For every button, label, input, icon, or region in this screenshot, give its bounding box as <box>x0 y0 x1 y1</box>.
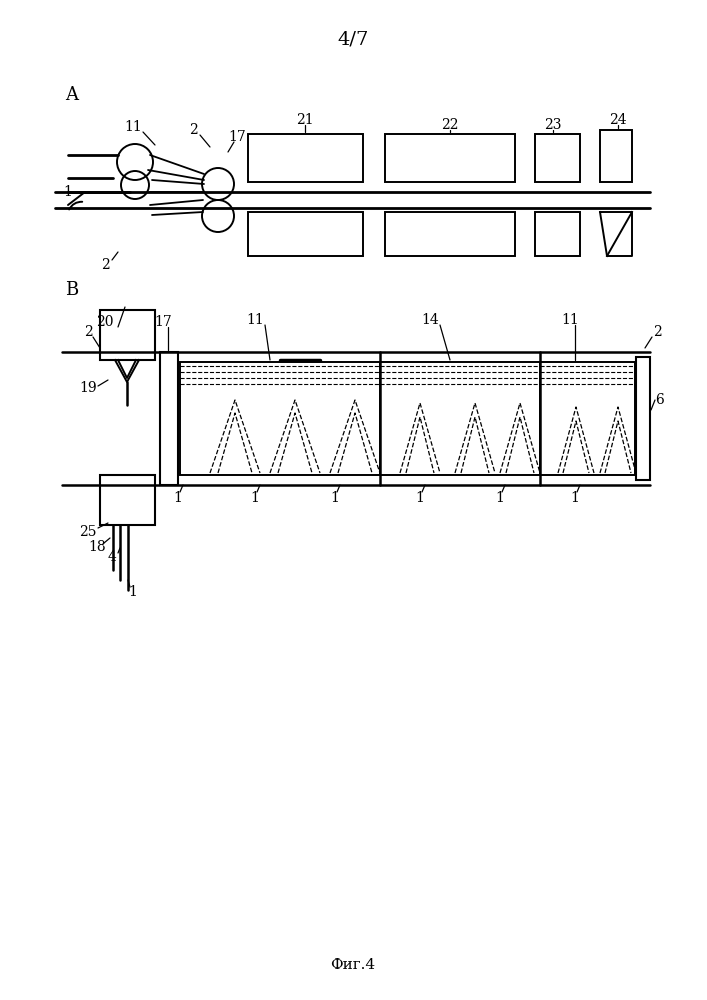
Text: 1: 1 <box>571 491 580 505</box>
Text: 1: 1 <box>496 491 504 505</box>
Bar <box>540 362 635 475</box>
Bar <box>248 212 363 256</box>
Text: 24: 24 <box>609 113 627 127</box>
Text: 25: 25 <box>79 525 97 539</box>
Bar <box>248 134 363 182</box>
Bar <box>385 212 515 256</box>
Bar <box>100 310 155 360</box>
Bar <box>535 134 580 182</box>
Text: 1: 1 <box>173 491 182 505</box>
Text: 14: 14 <box>421 313 439 327</box>
Text: B: B <box>65 281 78 299</box>
Text: 2: 2 <box>189 123 197 137</box>
Text: 11: 11 <box>124 120 142 134</box>
Text: 1: 1 <box>250 491 259 505</box>
Text: 4: 4 <box>107 550 117 564</box>
Text: 2: 2 <box>83 325 93 339</box>
Bar <box>600 130 632 182</box>
Bar <box>535 212 580 256</box>
Text: 23: 23 <box>544 118 562 132</box>
Text: 19: 19 <box>79 381 97 395</box>
Bar <box>180 362 380 475</box>
Text: 17: 17 <box>228 130 246 144</box>
Text: 18: 18 <box>88 540 106 554</box>
Text: 1: 1 <box>129 585 137 599</box>
Text: 20: 20 <box>96 315 114 329</box>
Text: 1: 1 <box>331 491 339 505</box>
Text: Фиг.4: Фиг.4 <box>330 958 375 972</box>
Text: 11: 11 <box>561 313 579 327</box>
Text: 1: 1 <box>416 491 424 505</box>
Text: 21: 21 <box>296 113 314 127</box>
Text: 2: 2 <box>653 325 661 339</box>
Text: 1: 1 <box>63 185 72 199</box>
Bar <box>385 134 515 182</box>
Text: 6: 6 <box>655 393 665 407</box>
Bar <box>100 475 155 525</box>
Text: 11: 11 <box>246 313 264 327</box>
Text: A: A <box>65 86 78 104</box>
Text: 22: 22 <box>441 118 459 132</box>
Text: 4/7: 4/7 <box>337 31 368 49</box>
Bar <box>160 352 178 485</box>
Text: 17: 17 <box>154 315 172 329</box>
Bar <box>380 362 540 475</box>
Text: 2: 2 <box>100 258 110 272</box>
Bar <box>636 357 650 480</box>
